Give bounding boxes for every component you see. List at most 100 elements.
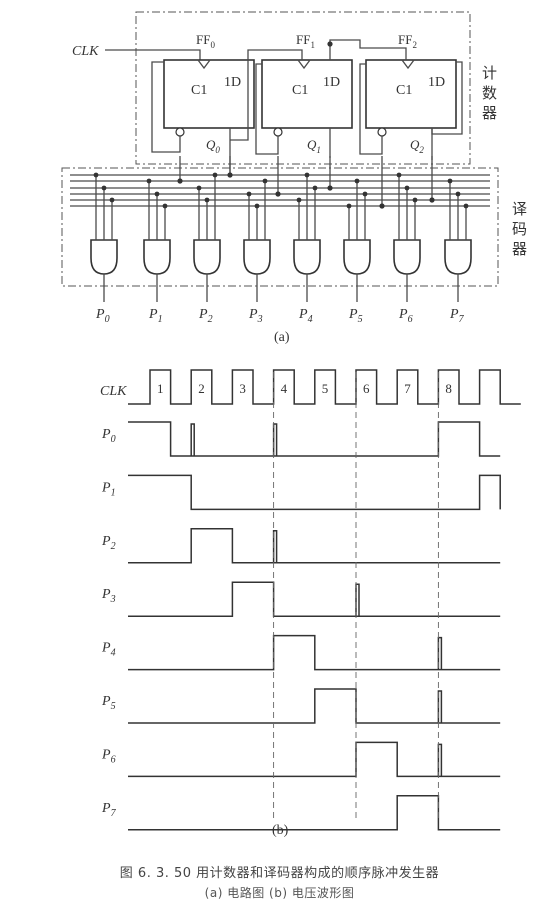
and-gates: P0 P1 P2 P3 P4 P5 P6 P7 [90,172,472,325]
ff0-qbar-bubble [175,127,185,137]
signal-label: P4 [101,641,116,659]
decoder-bus [70,156,490,209]
signal-trace [128,474,501,511]
signal-label: P1 [101,480,116,498]
signal-label: P5 [101,694,116,712]
signal-trace [128,688,501,724]
decoder-label-1: 译 [512,200,527,218]
signal-label: P3 [101,587,116,605]
flipflop-ff1: FF1 C1 1D Q1 [261,32,353,155]
waveform-diagram: CLK 1 2 3 4 5 6 7 8 P0 P1 P2 P3 P4 P5 P6 P7 (b) [100,369,521,838]
signal-trace [128,581,501,617]
signal-label: P6 [101,747,116,765]
ff1-label: FF1 [296,32,315,50]
and-gate-p2: P2 [193,172,221,325]
output-label-p1: P1 [148,307,163,325]
clock-number: 5 [322,381,329,396]
waveform-p0: P0 [101,421,501,457]
counter-label-2: 数 [482,84,497,102]
and-gate-p5: P5 [343,178,371,325]
clk-wire [105,49,201,60]
ff0-clock-triangle [197,59,211,70]
signal-label: P2 [101,534,116,552]
ff1-qbar-bubble [273,127,283,137]
ff0-label: FF0 [196,32,215,50]
ff0-body [163,59,255,129]
clk-input-label: CLK [72,44,99,59]
output-label-p0: P0 [95,307,110,325]
and-gate-p3: P3 [243,178,271,325]
clk-trace [128,369,521,405]
waveform-p1: P1 [101,474,501,511]
output-label-p3: P3 [248,307,263,325]
ff2-c1-label: C1 [396,83,412,98]
and-gate-p4: P4 [293,172,321,325]
clock-number: 4 [281,381,288,396]
waveform-p4: P4 [101,634,501,671]
clock-number: 6 [363,381,370,396]
ff2-qbar-bubble [377,127,387,137]
output-label-p5: P5 [348,307,363,325]
and-gate-p0: P0 [90,172,118,325]
glitch-spike [272,423,278,456]
decoder-label-2: 码 [512,220,527,238]
ff2-clock-triangle [401,59,415,70]
ff1-body [261,59,353,129]
waveform-p3: P3 [101,581,501,617]
output-label-p4: P4 [298,307,313,325]
signal-trace [128,634,501,671]
and-gate-p6: P6 [393,172,421,325]
glitch-spike [437,743,443,777]
output-label-p7: P7 [449,307,465,325]
ff0-1d-label: 1D [224,75,241,90]
clk-waveform: 1 2 3 4 5 6 7 8 [128,369,521,405]
figure-caption: 图 6. 3. 50 用计数器和译码器构成的顺序脉冲发生器 [119,866,440,881]
and-gate-p7: P7 [444,178,472,325]
flipflop-ff0: FF0 C1 1D Q0 [163,32,255,155]
clock-number: 7 [404,381,411,396]
ff1-q-label: Q1 [307,137,321,155]
ff1-1d-label: 1D [323,75,340,90]
timing-markers [273,372,439,820]
wave-clk-label: CLK [100,384,127,399]
counter-boundary [135,11,471,165]
output-waveforms: P0 P1 P2 P3 P4 P5 P6 P7 [101,421,501,831]
ff2-q-label: Q2 [410,137,424,155]
signal-trace [128,741,501,778]
ff1-clock-triangle [297,59,311,70]
clock-number: 8 [445,381,452,396]
ff1-c1-label: C1 [292,83,308,98]
output-label-p2: P2 [198,307,213,325]
part-b-label: (b) [272,823,289,838]
glitch-spike [437,690,443,723]
waveform-p2: P2 [101,528,501,564]
clock-number: 3 [239,381,246,396]
signal-trace [128,421,501,457]
waveform-p7: P7 [101,795,501,831]
circuit-diagram: 计 数 器 译 码 器 CLK FF0 C1 1D Q0 FF1 C1 1D Q… [61,11,527,345]
counter-wiring [151,39,463,175]
decoder-boundary [61,167,499,287]
glitch-spike [190,423,195,456]
part-a-label: (a) [274,330,290,345]
counter-label-3: 器 [482,104,497,122]
and-gate-p1: P1 [143,178,171,325]
ff2-body [365,59,457,129]
signal-trace [128,795,501,831]
glitch-spike [272,530,278,563]
decoder-label-3: 器 [512,240,527,258]
waveform-p6: P6 [101,741,501,778]
ff0-q-label: Q0 [206,137,220,155]
clock-number: 1 [157,381,164,396]
ff2-1d-label: 1D [428,75,445,90]
figure-subcaption: (a) 电路图 (b) 电压波形图 [204,886,355,900]
signal-label: P7 [101,801,117,819]
glitch-spike [437,636,443,670]
glitch-spike [355,583,360,617]
output-label-p6: P6 [398,307,413,325]
flipflop-ff2: FF2 C1 1D Q2 [365,32,457,155]
signal-label: P0 [101,427,116,445]
signal-trace [128,528,501,564]
clock-number: 2 [198,381,205,396]
